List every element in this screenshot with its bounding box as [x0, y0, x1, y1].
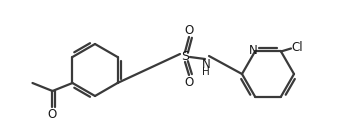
- Text: N: N: [249, 44, 257, 57]
- Text: Cl: Cl: [291, 41, 303, 54]
- Text: O: O: [184, 23, 194, 37]
- Text: O: O: [184, 76, 194, 88]
- Text: O: O: [48, 107, 57, 121]
- Text: H: H: [202, 67, 210, 77]
- Text: N: N: [202, 58, 210, 72]
- Text: S: S: [181, 51, 189, 63]
